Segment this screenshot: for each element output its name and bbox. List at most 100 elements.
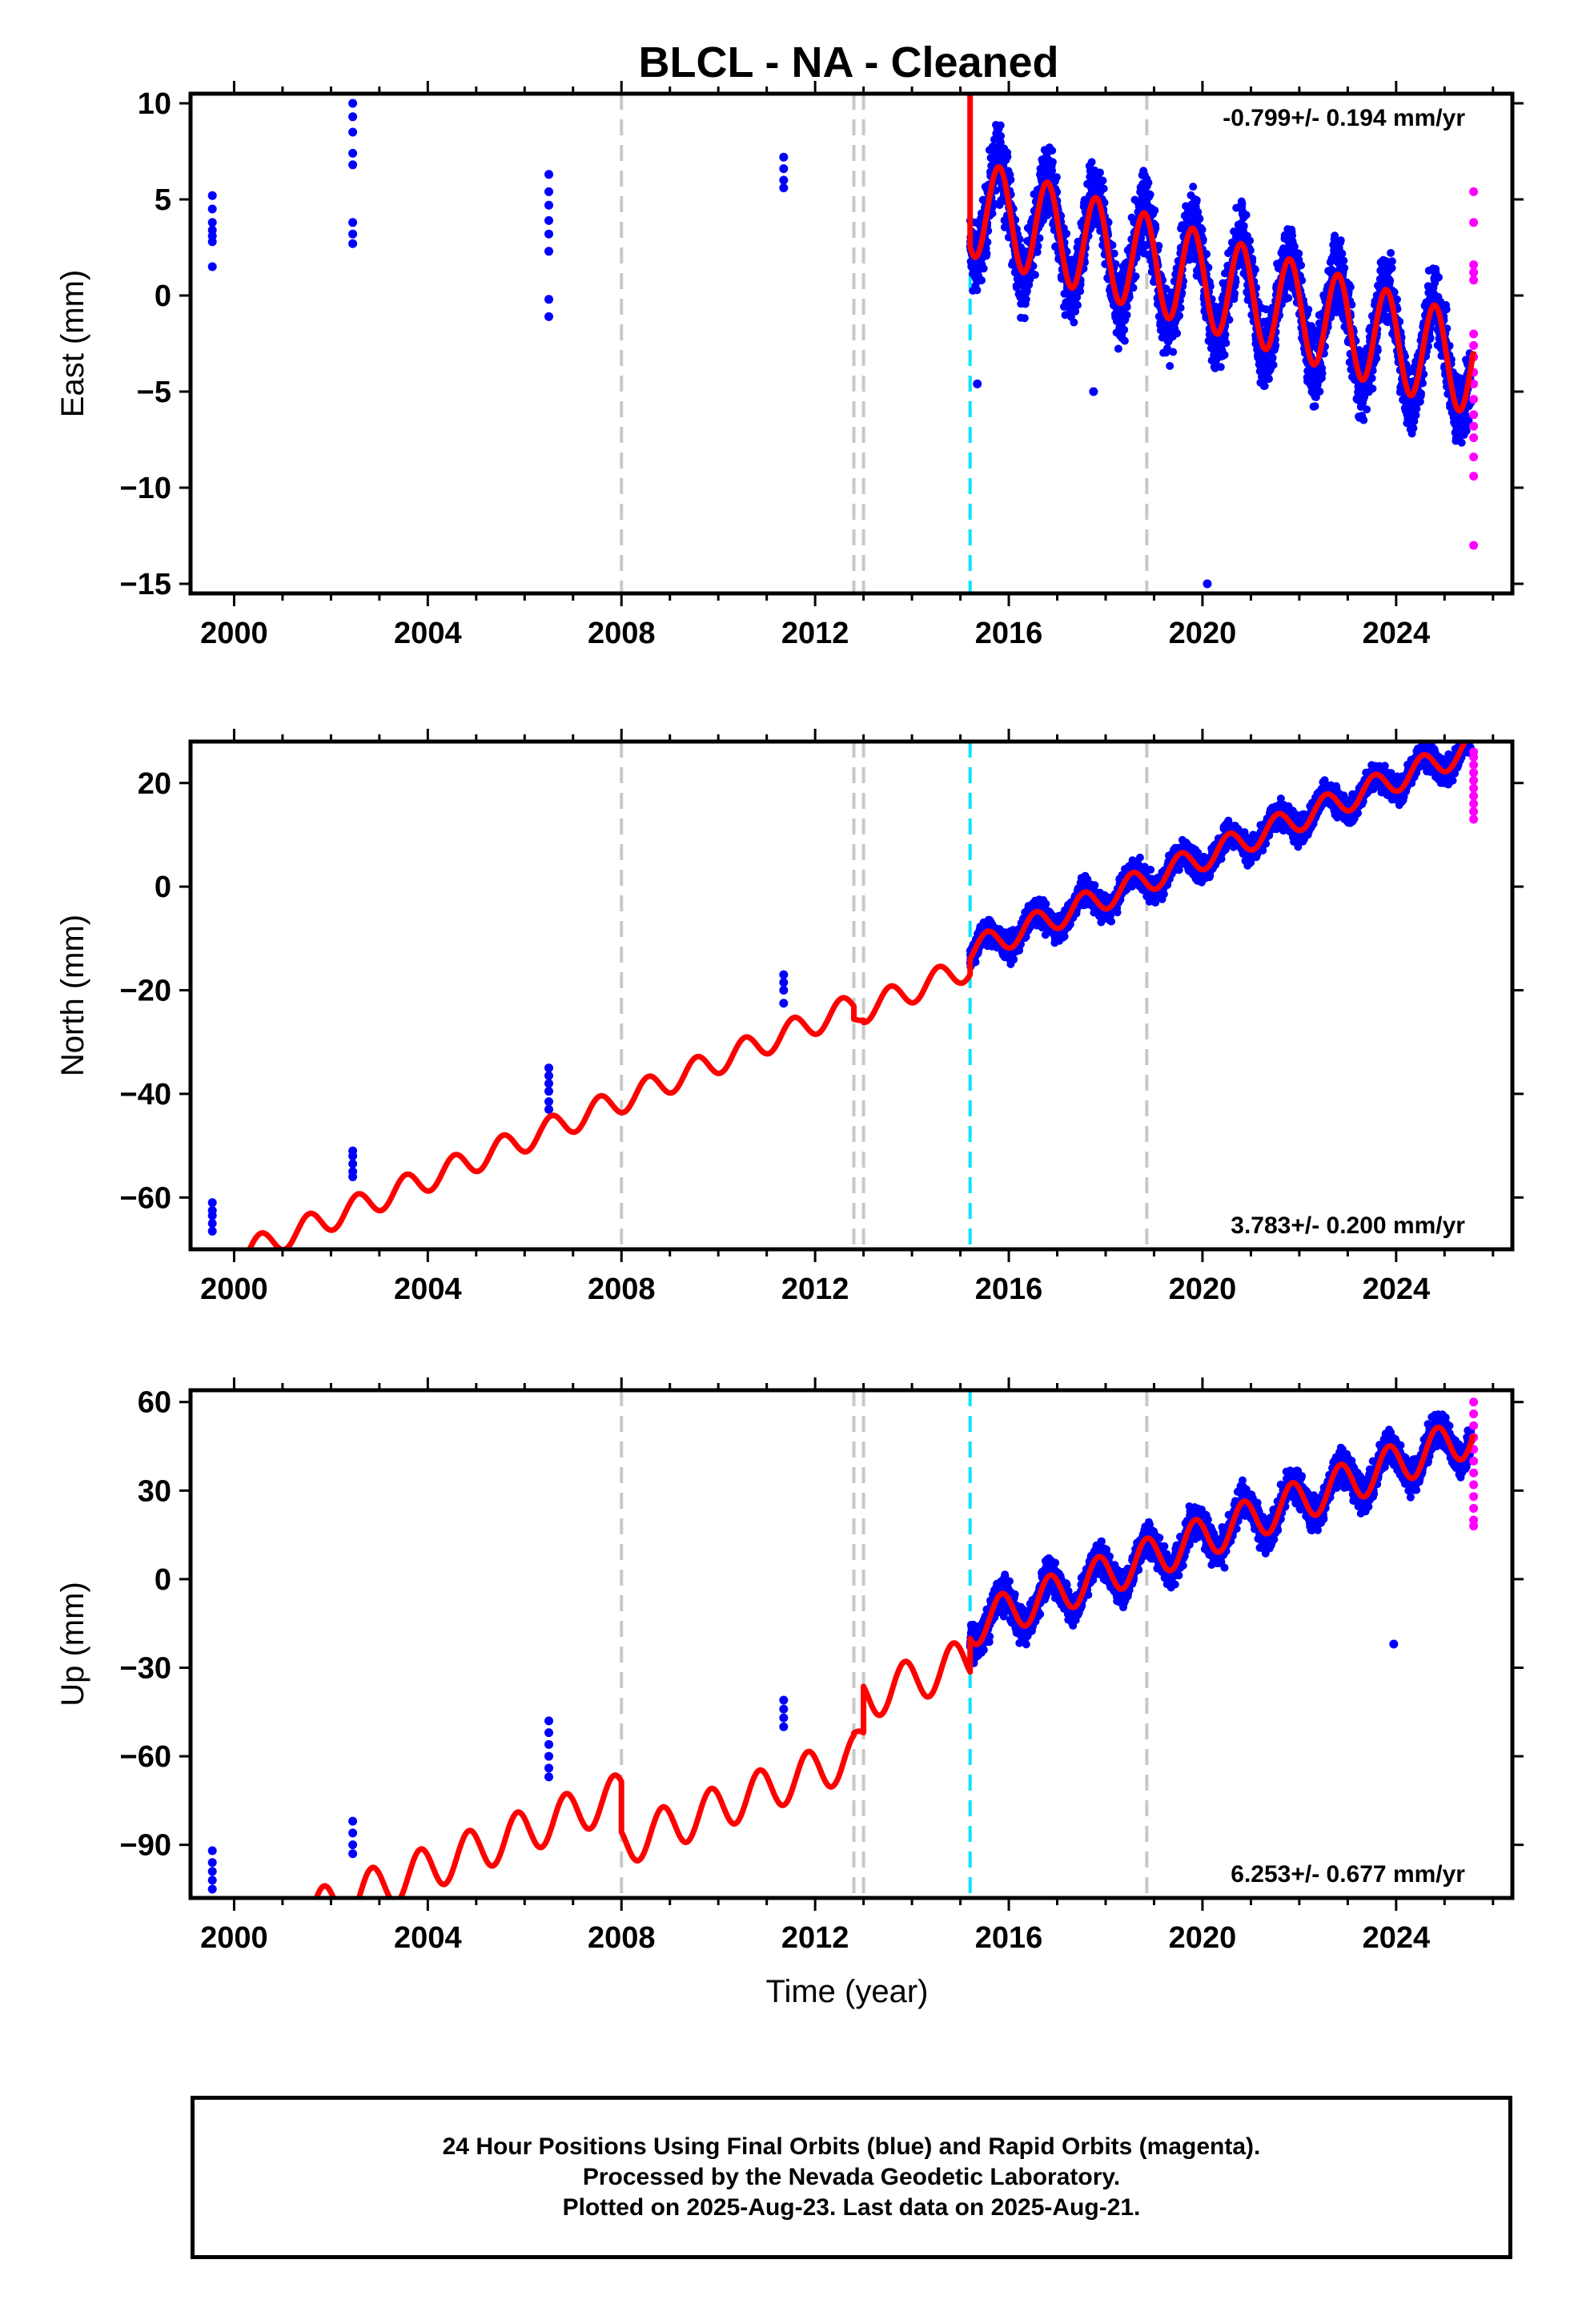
final-orbit-point [544, 200, 554, 210]
final-orbit-point [973, 286, 982, 295]
y-tick-label: −15 [120, 568, 171, 601]
final-orbit-point [207, 191, 217, 200]
final-orbit-point [1417, 389, 1425, 398]
final-orbit-point [1033, 247, 1042, 256]
final-orbit-point [1090, 881, 1099, 890]
final-orbit-point [983, 238, 992, 247]
final-orbit-point [1412, 404, 1421, 413]
rapid-orbit-point [1469, 410, 1479, 420]
final-orbit-point [1087, 158, 1096, 167]
final-orbit-point [988, 209, 997, 218]
final-orbit-point [1239, 222, 1248, 231]
final-orbit-point [1111, 259, 1120, 268]
final-orbit-point [348, 218, 358, 227]
final-orbit-point [207, 1198, 217, 1208]
final-orbit-point [348, 1152, 358, 1161]
data-points [207, 99, 1479, 589]
north-panel: 2000 2004 2008 2012 2016 2020 2024200−20−40−60… [55, 729, 1524, 1306]
final-orbit-point [1003, 152, 1012, 161]
rapid-orbit-point [1469, 340, 1479, 350]
final-orbit-point [1268, 353, 1277, 362]
final-orbit-point [1022, 287, 1031, 296]
final-orbit-point [1070, 318, 1078, 327]
final-orbit-point [1020, 314, 1029, 323]
figure-title: BLCL - NA - Cleaned [638, 38, 1058, 86]
final-orbit-point [979, 264, 988, 273]
final-orbit-point [544, 1079, 554, 1088]
y-tick-label: 10 [138, 87, 171, 121]
final-orbit-point [1129, 283, 1138, 292]
final-orbit-point [207, 237, 217, 247]
final-orbit-point [1368, 384, 1377, 393]
final-orbit-point [207, 218, 217, 227]
final-orbit-point [1346, 283, 1355, 292]
final-orbit-point [1246, 236, 1255, 245]
final-orbit-point [544, 295, 554, 304]
final-orbit-point [1022, 295, 1030, 304]
final-orbit-point [1122, 303, 1131, 312]
east-panel: 2000 2004 2008 2012 2016 2020 20241050−5−10−15… [55, 81, 1524, 650]
final-orbit-point [348, 127, 358, 137]
final-orbit-point [207, 1211, 217, 1220]
final-orbit-point [1035, 234, 1044, 243]
final-orbit-point [1110, 249, 1118, 258]
rapid-orbit-point [1469, 267, 1479, 277]
final-orbit-point [1073, 293, 1082, 302]
final-orbit-point [1359, 416, 1368, 424]
x-tick-label: 2000 [200, 617, 268, 650]
final-orbit-point [544, 312, 554, 321]
final-orbit-point [1386, 276, 1395, 285]
final-orbit-point [779, 999, 789, 1008]
final-orbit-point [1173, 329, 1182, 338]
final-orbit-point [1089, 387, 1098, 396]
final-orbit-point [1189, 183, 1198, 191]
final-orbit-point [1098, 176, 1107, 185]
final-orbit-point [348, 148, 358, 158]
x-tick-label: 2012 [781, 617, 849, 650]
rapid-orbit-point [1469, 260, 1479, 270]
final-orbit-point [1030, 271, 1039, 279]
final-orbit-point [544, 1097, 554, 1107]
final-orbit-point [1363, 405, 1371, 414]
final-orbit-point [1175, 312, 1184, 320]
final-orbit-point [1010, 955, 1018, 964]
final-orbit-point [348, 239, 358, 248]
final-orbit-point [1108, 241, 1117, 250]
final-orbit-point [1442, 305, 1451, 314]
final-orbit-point [1048, 147, 1057, 155]
final-orbit-point [348, 229, 358, 239]
final-orbit-point [1150, 206, 1159, 215]
final-orbit-point [1006, 175, 1015, 184]
data-points [207, 742, 1479, 1236]
final-orbit-point [1144, 179, 1153, 187]
final-orbit-point [1242, 211, 1251, 219]
rapid-orbit-point [1469, 329, 1479, 339]
final-orbit-point [1074, 301, 1082, 309]
final-orbit-point [1120, 325, 1129, 334]
final-orbit-point [1099, 184, 1108, 193]
final-orbit-point [982, 249, 991, 258]
rapid-orbit-point [1469, 472, 1479, 481]
final-orbit-point [1284, 294, 1293, 303]
final-orbit-point [1387, 248, 1395, 257]
final-orbit-point [207, 1219, 217, 1228]
final-orbit-point [1387, 263, 1396, 272]
final-orbit-point [1169, 348, 1178, 356]
final-orbit-point [1120, 336, 1129, 345]
final-orbit-point [1192, 195, 1201, 204]
final-orbit-point [779, 152, 789, 162]
final-orbit-point [1251, 265, 1259, 274]
final-orbit-point [1146, 191, 1154, 199]
final-orbit-point [1260, 382, 1269, 390]
final-orbit-point [779, 175, 789, 185]
rapid-orbit-point [1469, 275, 1479, 285]
final-orbit-point [1151, 224, 1160, 233]
final-orbit-point [1220, 351, 1229, 360]
final-orbit-point [1367, 374, 1376, 383]
final-orbit-point [1336, 236, 1345, 245]
final-orbit-point [1409, 424, 1418, 432]
x-tick-label: 2024 [1363, 617, 1431, 650]
rapid-orbit-point [1469, 421, 1479, 431]
final-orbit-point [348, 1159, 358, 1168]
